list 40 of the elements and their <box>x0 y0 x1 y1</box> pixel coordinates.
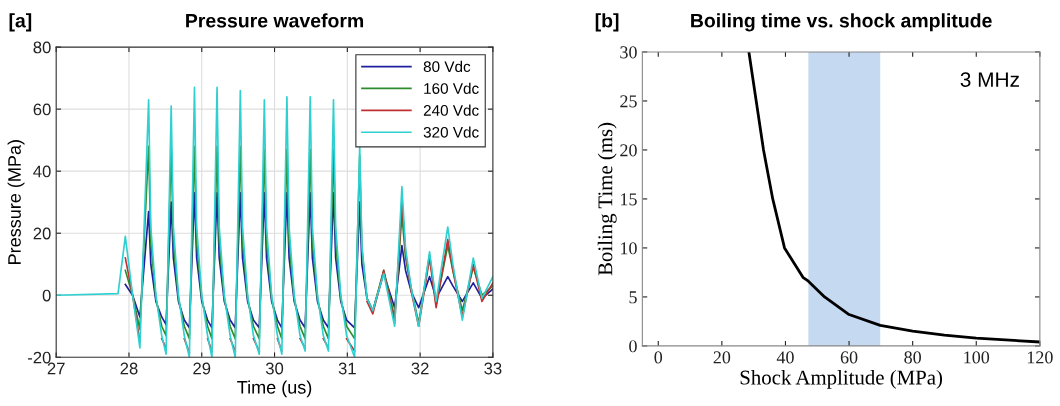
x-tick-label: 20 <box>713 351 731 364</box>
x-tick-label: 33 <box>484 362 502 375</box>
legend-label: 240 Vdc <box>423 104 479 116</box>
x-tick-label: 31 <box>338 362 356 375</box>
x-tick-label: 32 <box>411 362 429 375</box>
x-tick-label: 80 <box>904 351 921 364</box>
x-tick-label: 120 <box>1027 351 1053 364</box>
y-tick-label: 0 <box>42 289 51 302</box>
x-tick-label: 30 <box>265 362 284 375</box>
x-tick-label: 40 <box>776 351 794 364</box>
y-tick-label: 15 <box>621 193 637 206</box>
y-tick-label: 10 <box>621 242 637 255</box>
y-axis-title: Boiling Time (ms) <box>597 122 617 276</box>
y-axis-title: Pressure (MPa) <box>7 140 25 264</box>
y-tick-label: -20 <box>27 351 51 364</box>
x-tick-label: 28 <box>120 362 138 375</box>
annotation: 3 MHz <box>960 72 1019 87</box>
y-tick-label: 60 <box>33 103 51 116</box>
x-tick-label: 100 <box>964 351 990 364</box>
x-tick-label: 29 <box>193 362 211 375</box>
y-tick-label: 40 <box>33 165 51 178</box>
y-tick-label: 30 <box>620 46 637 59</box>
y-tick-label: 80 <box>33 41 51 54</box>
text: [b] <box>595 13 619 32</box>
chart-title: Boiling time vs. shock amplitude <box>691 13 992 32</box>
text: [a] <box>9 13 32 32</box>
y-tick-label: 5 <box>629 291 637 304</box>
y-tick-label: 20 <box>33 227 51 240</box>
y-tick-label: 20 <box>620 144 637 157</box>
x-tick-label: 60 <box>840 351 858 364</box>
y-tick-label: 0 <box>629 340 637 353</box>
y-tick-label: 25 <box>620 95 637 108</box>
chart-title: Pressure waveform <box>186 13 364 28</box>
x-tick-label: 0 <box>654 351 663 364</box>
x-tick-label: 27 <box>47 362 65 375</box>
x-axis-title: Shock Amplitude (MPa) <box>740 369 943 389</box>
legend-label: 80 Vdc <box>423 60 471 73</box>
legend-label: 160 Vdc <box>424 82 479 94</box>
legend-label: 320 Vdc <box>423 126 479 138</box>
x-axis-title: Time (us) <box>237 380 312 398</box>
